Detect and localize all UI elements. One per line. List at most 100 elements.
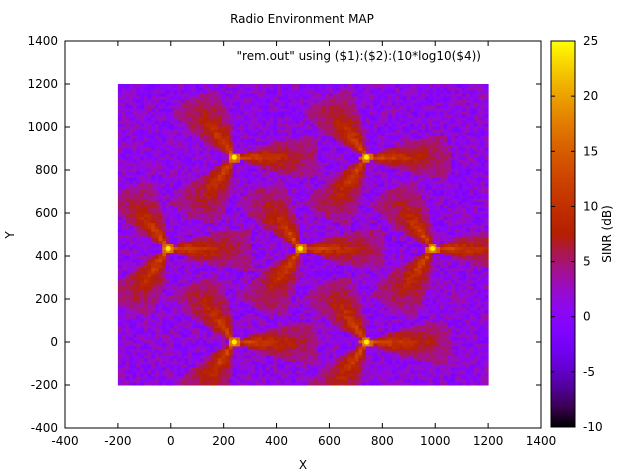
heatmap-cell [151,303,156,308]
heatmap-cell [284,381,289,386]
heatmap-cell [265,99,271,103]
heatmap-cell [217,279,223,284]
heatmap-cell [162,120,167,124]
heatmap-cell [262,195,267,199]
heatmap-cell [195,183,200,187]
heatmap-cell [243,90,248,94]
heatmap-cell [269,321,274,326]
heatmap-cell [210,315,215,320]
heatmap-cell [140,315,145,320]
heatmap-cell [117,162,123,166]
heatmap-cell [206,282,211,287]
heatmap-cell [158,339,163,344]
heatmap-cell [117,285,123,290]
heatmap-cell [258,360,263,365]
heatmap-cell [228,129,234,133]
heatmap-cell [262,336,267,341]
heatmap-cell [288,84,293,88]
heatmap-cell [147,342,152,347]
heatmap-cell [125,261,130,266]
heatmap-cell [288,330,293,335]
heatmap-cell [166,198,171,202]
heatmap-cell [121,87,126,91]
heatmap-cell [169,264,174,269]
heatmap-cell [210,150,215,154]
heatmap-cell [162,87,167,91]
heatmap-cell [191,144,197,148]
heatmap-cell [140,102,145,106]
heatmap-cell [117,138,123,142]
heatmap-cell [206,309,211,314]
heatmap-cell [269,282,274,287]
heatmap-cell [128,345,134,350]
heatmap-cell [151,153,156,157]
heatmap-cell [277,207,282,211]
heatmap-cell [280,351,285,356]
heatmap-cell [228,324,234,329]
heatmap-cell [177,132,182,136]
heatmap-cell [121,318,126,323]
heatmap-cell [166,300,171,305]
heatmap-cell [158,168,163,172]
heatmap-cell [136,285,141,290]
heatmap-cell [228,165,234,169]
heatmap-cell [295,348,300,353]
heatmap-cell [132,252,137,257]
heatmap-cell [221,315,226,320]
heatmap-cell [169,294,174,299]
heatmap-cell [273,195,278,199]
heatmap-cell [280,273,285,278]
heatmap-cell [154,156,160,160]
heatmap-cell [173,258,178,263]
heatmap-cell [273,351,278,356]
heatmap-cell [221,165,226,169]
heatmap-cell [169,333,174,338]
heatmap-cell [262,198,267,202]
heatmap-cell [184,132,189,136]
heatmap-cell [217,339,223,344]
heatmap-cell [180,381,186,386]
heatmap-cell [262,300,267,305]
heatmap-cell [225,360,230,365]
heatmap-cell [228,213,234,217]
heatmap-cell [166,363,171,368]
heatmap-cell [117,261,123,266]
heatmap-cell [151,336,156,341]
heatmap-cell [206,378,211,383]
heatmap-cell [136,90,141,94]
heatmap-cell [162,198,167,202]
heatmap-cell [217,375,223,380]
heatmap-cell [147,345,152,350]
heatmap-cell [284,144,289,148]
heatmap-cell [232,93,237,97]
heatmap-cell [273,105,278,109]
heatmap-cell [177,327,182,332]
heatmap-cell [214,135,219,139]
heatmap-cell [132,381,137,386]
heatmap-cell [177,378,182,383]
heatmap-cell [128,357,134,362]
heatmap-cell [180,348,186,353]
heatmap-cell [203,291,208,296]
heatmap-cell [195,330,200,335]
heatmap-cell [199,216,204,220]
heatmap-cell [247,348,252,353]
heatmap-cell [121,246,126,251]
heatmap-cell [295,147,300,151]
heatmap-cell [254,201,260,205]
heatmap-cell [154,309,160,314]
heatmap-cell [166,297,171,302]
heatmap-cell [128,237,134,242]
heatmap-cell [291,279,297,284]
heatmap-cell [295,318,300,323]
heatmap-cell [195,201,200,205]
heatmap-cell [203,177,208,181]
heatmap-cell [125,267,130,272]
heatmap-cell [295,303,300,308]
heatmap-cell [214,114,219,118]
heatmap-cell [228,219,234,223]
heatmap-cell [269,348,274,353]
heatmap-cell [143,87,149,91]
heatmap-cell [225,114,230,118]
heatmap-cell [240,246,245,251]
